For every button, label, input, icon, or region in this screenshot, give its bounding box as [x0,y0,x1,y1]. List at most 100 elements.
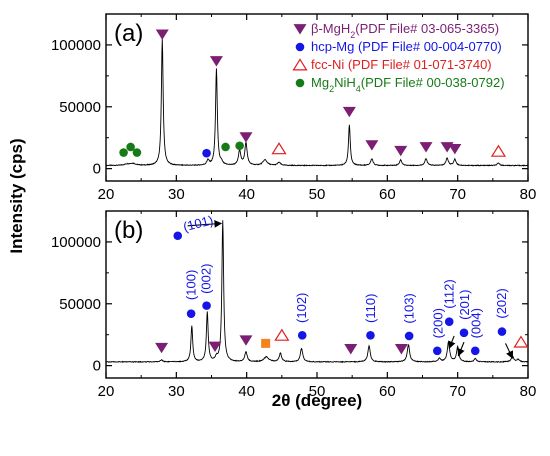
panel-label: (b) [114,217,143,244]
marker-mg-12 [444,317,454,327]
peak-arrow-0 [187,220,223,228]
marker-mg-15 [497,327,507,336]
legend-text-part: (PDF File# 00-038-0792) [361,75,505,90]
marker-mg2nih4-15 [221,142,230,152]
legend-entry-mgh2: β-MgH2(PDF File# 03-065-3365) [311,21,499,40]
marker-square-18 [261,338,271,348]
panel-label: (a) [114,20,143,47]
x-tick-label: 50 [309,186,326,203]
hkl-label-9: (004) [468,308,483,338]
peak-arrow-1 [448,335,456,350]
legend-text-part: (PDF File# 00-004-0770) [358,39,502,54]
legend-text-part: Mg [311,75,329,90]
y-tick-label: 100000 [51,37,101,54]
marker-mgh2-3 [342,106,356,118]
hkl-label-3: (102) [294,293,309,323]
x-tick-label: 70 [449,383,466,400]
marker-mg-7 [202,301,211,310]
legend-text-part: hcp-Mg [311,39,358,54]
marker-mgh2-2 [239,335,253,346]
hkl-label-1: (100) [184,270,199,300]
marker-mg-14 [470,346,480,356]
xrd-trace [105,220,529,364]
marker-mg2nih4-legend-3 [295,78,305,88]
legend: β-MgH2(PDF File# 03-065-3365)hcp-Mg (PDF… [292,21,505,94]
marker-ni-10 [271,142,287,155]
marker-mgh2-1 [209,56,223,67]
marker-mg2nih4-12 [119,148,128,157]
marker-mgh2-2 [239,132,253,143]
x-tick-label: 80 [520,186,537,203]
marker-ni-16 [274,328,290,341]
marker-mg-8 [297,331,307,340]
peak-arrow-2 [457,341,465,357]
legend-text-part: (PDF File# 03-065-3365) [355,21,499,36]
hkl-label-5: (103) [402,293,417,323]
legend-subscript: 4 [356,84,361,94]
marker-ni-legend-2 [292,58,308,71]
marker-mgh2-0 [155,342,169,354]
marker-mg2nih4-13 [126,142,135,152]
marker-mgh2-5 [394,145,408,157]
legend-subscript: 2 [350,30,355,40]
x-tick-label: 20 [98,383,115,400]
x-tick-label: 60 [379,383,396,400]
marker-mgh2-8 [448,143,462,155]
hkl-label-10: (202) [494,288,509,318]
hkl-label-0: (101) [182,212,215,234]
x-tick-label: 20 [98,186,115,203]
marker-mgh2-4 [394,344,408,355]
marker-mgh2-1 [208,341,222,352]
x-tick-label: 80 [520,383,537,400]
legend-text-part: (PDF File# 01-071-3740) [348,57,492,72]
marker-mg-10 [404,331,414,341]
marker-mgh2-0 [155,29,169,40]
marker-mg2nih4-14 [132,148,142,157]
marker-mg2nih4-16 [235,141,244,151]
y-tick-label: 50000 [59,99,101,116]
legend-text-part: NiH [334,75,356,90]
x-tick-label: 70 [449,186,466,203]
xrd-trace [105,38,529,167]
y-tick-label: 0 [93,358,101,375]
y-tick-label: 50000 [59,296,101,313]
x-tick-label: 50 [309,383,326,400]
marker-mg-legend-1 [295,42,305,52]
hkl-label-2: (002) [198,264,213,294]
y-axis-title: Intensity (cps) [7,138,26,253]
x-tick-label: 30 [168,186,185,203]
marker-mg-13 [459,328,469,338]
y-tick-label: 0 [93,161,101,178]
x-axis-title: 2θ (degree) [272,391,362,410]
peak-arrow-3 [504,343,514,359]
hkl-label-7: (112) [442,279,457,308]
legend-subscript: 2 [329,84,334,94]
legend-entry-mg2nih4: Mg2NiH4(PDF File# 00-038-0792) [311,75,505,94]
legend-text-part: β-MgH [311,21,350,36]
x-tick-label: 30 [168,383,185,400]
marker-ni-17 [513,335,529,348]
marker-mgh2-6 [419,142,433,153]
x-tick-label: 40 [238,186,255,203]
y-tick-label: 100000 [51,234,101,251]
legend-entry-ni: fcc-Ni (PDF File# 01-071-3740) [311,57,492,72]
marker-mg-9 [202,148,211,158]
marker-mgh2-4 [365,140,379,151]
legend-entry-mg: hcp-Mg (PDF File# 00-004-0770) [311,39,502,54]
marker-mg-11 [432,346,442,356]
marker-mgh2-3 [344,344,358,355]
x-tick-label: 60 [379,186,396,203]
x-tick-label: 40 [238,383,255,400]
hkl-label-4: (110) [363,294,378,323]
marker-mg-5 [173,231,183,241]
hkl-label-8: (201) [457,289,472,319]
marker-ni-11 [490,144,507,157]
marker-mgh2-legend-0 [293,24,307,35]
legend-text-part: fcc-Ni [311,57,348,72]
hkl-label-6: (200) [430,308,445,338]
marker-mg-6 [186,309,196,318]
